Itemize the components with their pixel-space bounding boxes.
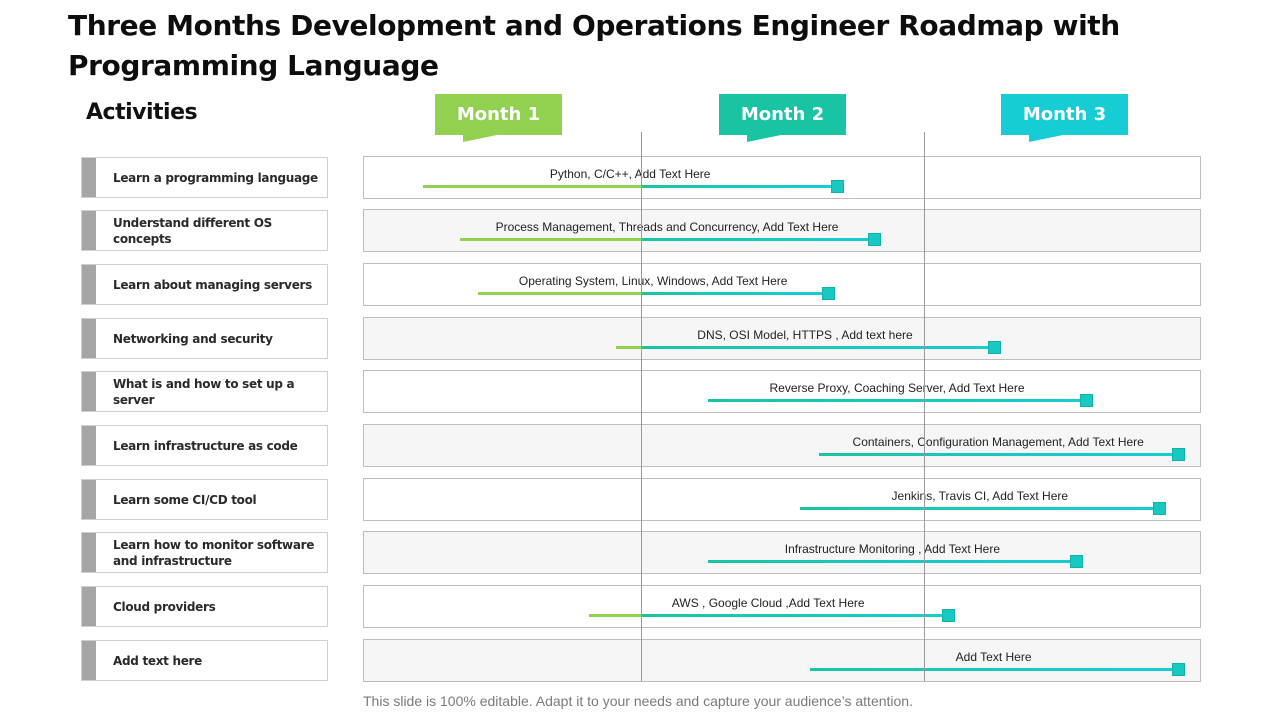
task-bar-month1-segment: [616, 346, 641, 349]
timeline-row: [363, 424, 1201, 467]
month-tag-2: Month 2: [719, 94, 846, 142]
task-end-marker: [1171, 663, 1185, 676]
activity-label: Networking and security: [113, 331, 273, 346]
task-bar-month1-segment: [588, 614, 641, 617]
activity-label: Add text here: [113, 653, 203, 668]
activity-item: Learn infrastructure as code: [81, 425, 328, 466]
activity-marker: [82, 480, 96, 519]
month-tag-1: Month 1: [435, 94, 562, 142]
month-divider-2: [924, 132, 925, 681]
activity-item: Learn how to monitor software and infras…: [81, 532, 328, 573]
task-bar-segment: [809, 668, 1178, 671]
month-divider-1: [641, 132, 642, 681]
task-end-marker: [1153, 502, 1167, 515]
activity-label: Learn how to monitor software and infras…: [113, 537, 315, 568]
task-description: Process Management, Threads and Concurre…: [495, 220, 839, 234]
task-end-marker: [1079, 394, 1093, 407]
task-end-marker: [1171, 448, 1185, 461]
task-bar-segment: [641, 292, 828, 295]
footer-note: This slide is 100% editable. Adapt it to…: [363, 693, 913, 709]
task-end-marker: [822, 287, 835, 300]
activity-marker: [82, 158, 96, 197]
activity-item: Add text here: [81, 640, 328, 681]
month-tag-3: Month 3: [1001, 94, 1128, 142]
activity-label: Learn about managing servers: [113, 277, 312, 292]
task-bar-month1-segment: [460, 238, 641, 241]
activity-marker: [82, 587, 96, 626]
activity-marker: [82, 319, 96, 358]
activity-marker: [82, 641, 96, 680]
task-bar-month1-segment: [478, 292, 641, 295]
timeline-row: [363, 478, 1201, 521]
activity-marker: [82, 533, 96, 572]
task-bar-segment: [641, 346, 994, 349]
task-description: Add Text Here: [955, 650, 1032, 664]
task-end-marker: [941, 609, 955, 622]
activity-label: Learn a programming language: [113, 170, 318, 185]
activity-item: What is and how to set up a server: [81, 371, 328, 412]
task-bar-segment: [818, 453, 1178, 456]
task-end-marker: [1070, 555, 1084, 568]
activity-marker: [82, 372, 96, 411]
activity-item: Understand different OS concepts: [81, 210, 328, 251]
activity-item: Learn about managing servers: [81, 264, 328, 305]
task-bar-segment: [641, 238, 874, 241]
task-description: Jenkins, Travis CI, Add Text Here: [891, 489, 1069, 503]
activity-label: What is and how to set up a server: [113, 376, 295, 407]
task-description: Reverse Proxy, Coaching Server, Add Text…: [769, 381, 1025, 395]
activity-marker: [82, 426, 96, 465]
activity-marker: [82, 211, 96, 250]
task-bar-month1-segment: [423, 185, 641, 188]
activity-label: Understand different OS concepts: [113, 215, 272, 246]
task-description: Containers, Configuration Management, Ad…: [852, 435, 1144, 449]
timeline-row: [363, 156, 1201, 199]
activities-heading: Activities: [86, 100, 198, 125]
task-bar-segment: [641, 185, 838, 188]
timeline-row: [363, 370, 1201, 413]
activity-item: Learn some CI/CD tool: [81, 479, 328, 520]
task-description: Infrastructure Monitoring , Add Text Her…: [784, 542, 1000, 556]
activity-label: Learn infrastructure as code: [113, 438, 298, 453]
activity-item: Cloud providers: [81, 586, 328, 627]
timeline-row: [363, 209, 1201, 252]
task-end-marker: [868, 233, 881, 246]
task-description: Python, C/C++, Add Text Here: [549, 167, 711, 181]
task-bar-segment: [708, 399, 1086, 402]
timeline-row: [363, 317, 1201, 360]
task-bar-segment: [641, 614, 948, 617]
task-description: AWS , Google Cloud ,Add Text Here: [671, 596, 865, 610]
task-description: Operating System, Linux, Windows, Add Te…: [518, 274, 788, 288]
activity-item: Learn a programming language: [81, 157, 328, 198]
activity-marker: [82, 265, 96, 304]
timeline-row: [363, 639, 1201, 682]
activity-label: Cloud providers: [113, 599, 216, 614]
task-bar-segment: [708, 560, 1077, 563]
task-end-marker: [987, 341, 1001, 354]
task-description: DNS, OSI Model, HTTPS , Add text here: [697, 328, 913, 342]
activity-label: Learn some CI/CD tool: [113, 492, 257, 507]
task-end-marker: [831, 180, 845, 193]
timeline-row: [363, 531, 1201, 574]
timeline-row: [363, 585, 1201, 628]
task-bar-segment: [800, 507, 1160, 510]
page-title: Three Months Development and Operations …: [68, 9, 1120, 82]
activity-item: Networking and security: [81, 318, 328, 359]
timeline-row: [363, 263, 1201, 306]
